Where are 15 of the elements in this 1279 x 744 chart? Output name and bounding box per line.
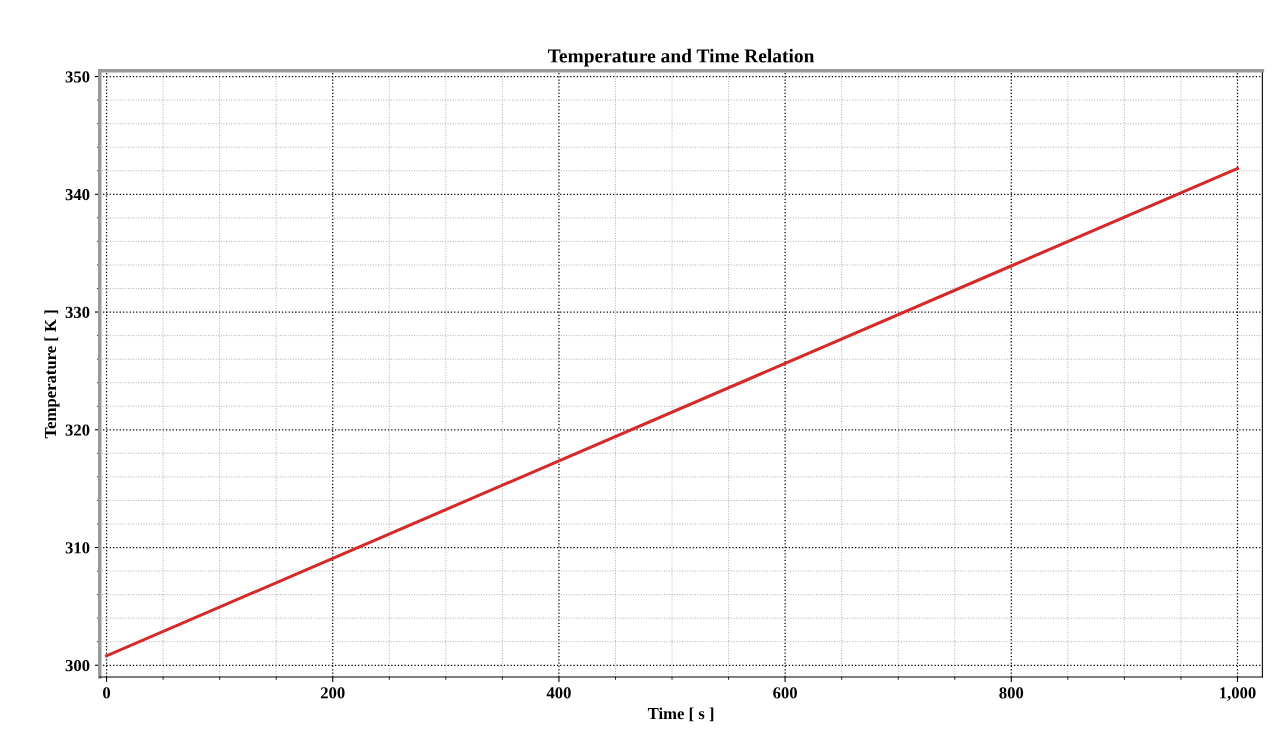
x-tick-label: 600 bbox=[773, 687, 797, 699]
x-tick-label: 200 bbox=[320, 687, 345, 699]
y-tick-label: 350 bbox=[65, 71, 90, 83]
y-tick-label: 320 bbox=[65, 424, 90, 436]
y-tick-label: 330 bbox=[65, 306, 90, 318]
y-axis-title: Temperature [ K ] bbox=[44, 310, 60, 439]
x-axis-title: Time [ s ] bbox=[647, 707, 714, 722]
x-tick-label: 400 bbox=[546, 687, 571, 699]
x-tick-label: 800 bbox=[999, 687, 1024, 699]
y-tick-label: 300 bbox=[65, 659, 90, 672]
x-tick-label: 1,000 bbox=[1220, 687, 1256, 701]
y-tick-label: 340 bbox=[65, 189, 90, 201]
x-tick-label: 0 bbox=[103, 687, 111, 699]
chart-title: Temperature and Time Relation bbox=[548, 48, 815, 67]
y-tick-label: 310 bbox=[65, 542, 90, 554]
